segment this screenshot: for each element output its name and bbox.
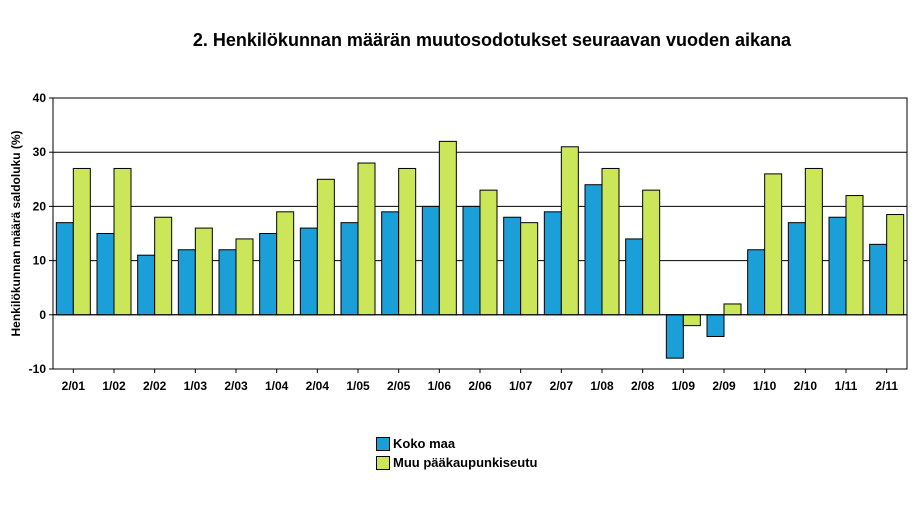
bar-muu-paakaupunkiseutu-2/04 [316, 178, 335, 316]
y-tick-labels: -10 0 10 20 30 40 [29, 91, 53, 376]
x-tick-label: 2/06 [468, 379, 492, 393]
bar-koko-maa-2/08 [625, 238, 644, 316]
bar-koko-maa-1/03 [177, 249, 196, 316]
bar-koko-maa-2/10 [787, 222, 806, 316]
bar-muu-paakaupunkiseutu-2/02 [154, 216, 173, 316]
y-tick-label: 40 [33, 91, 47, 105]
legend-item-koko-maa: Koko maa [376, 434, 537, 453]
bar-muu-paakaupunkiseutu-1/06 [438, 140, 457, 316]
bar-koko-maa-1/04 [259, 233, 278, 316]
y-tick-label: 20 [33, 199, 47, 213]
bar-koko-maa-2/07 [543, 211, 562, 316]
bar-koko-maa-1/08 [584, 184, 603, 316]
bar-muu-paakaupunkiseutu-1/10 [764, 173, 783, 316]
bar-muu-paakaupunkiseutu-2/06 [479, 189, 498, 316]
bar-koko-maa-1/06 [421, 205, 440, 316]
bar-koko-maa-1/11 [828, 216, 847, 316]
x-tick-label: 2/05 [387, 379, 411, 393]
bar-koko-maa-2/01 [55, 222, 74, 316]
y-tick-label: 10 [33, 254, 47, 268]
bar-muu-paakaupunkiseutu-1/02 [113, 167, 132, 316]
x-tick-label: 2/02 [143, 379, 167, 393]
x-tick-label: 2/04 [306, 379, 330, 393]
bar-koko-maa-1/05 [340, 222, 359, 316]
x-tick-label: 2/03 [224, 379, 248, 393]
bar-koko-maa-1/10 [747, 249, 766, 316]
x-tick-label: 1/08 [590, 379, 614, 393]
x-tick-label: 1/03 [184, 379, 208, 393]
legend-label-muu-paakaupunkiseutu: Muu pääkaupunkiseutu [393, 455, 538, 470]
bar-muu-paakaupunkiseutu-2/07 [560, 146, 579, 316]
bar-koko-maa-2/06 [462, 205, 481, 316]
bar-muu-paakaupunkiseutu-1/05 [357, 162, 376, 316]
bar-muu-paakaupunkiseutu-2/08 [642, 189, 661, 316]
bar-muu-paakaupunkiseutu-1/08 [601, 167, 620, 316]
x-tick-label: 1/04 [265, 379, 289, 393]
bar-koko-maa-2/09 [706, 314, 725, 337]
x-tick-label: 1/10 [753, 379, 777, 393]
x-tick-label: 1/06 [428, 379, 452, 393]
y-tick-label: 30 [33, 145, 47, 159]
bar-muu-paakaupunkiseutu-2/09 [723, 303, 742, 316]
bar-muu-paakaupunkiseutu-2/11 [886, 214, 905, 316]
x-tick-label: 1/11 [835, 379, 858, 393]
bar-koko-maa-2/05 [381, 211, 400, 316]
x-tick-labels: 2/01 1/02 2/02 1/03 2/03 1/04 2/04 1/05 2/05 1/06… [62, 369, 898, 393]
legend-swatch-muu-paakaupunkiseutu [376, 455, 390, 470]
legend-item-muu-paakaupunkiseutu: Muu pääkaupunkiseutu [376, 453, 537, 472]
bar-muu-paakaupunkiseutu-1/09 [682, 314, 701, 327]
bar-koko-maa-2/03 [218, 249, 237, 316]
x-tick-label: 2/01 [62, 379, 86, 393]
legend-swatch-koko-maa [376, 436, 390, 451]
bar-koko-maa-2/02 [137, 254, 156, 316]
bar-koko-maa-1/07 [503, 216, 522, 316]
x-tick-label: 2/08 [631, 379, 655, 393]
bars [55, 140, 905, 359]
bar-koko-maa-2/04 [299, 227, 318, 316]
x-tick-label: 1/05 [346, 379, 370, 393]
chart-title: 2. Henkilökunnan määrän muutosodotukset … [192, 30, 792, 50]
bar-muu-paakaupunkiseutu-1/03 [194, 227, 213, 316]
y-tick-label: -10 [29, 362, 47, 376]
legend: Koko maa Muu pääkaupunkiseutu [376, 434, 537, 472]
x-tick-label: 1/07 [509, 379, 533, 393]
x-tick-label: 2/10 [794, 379, 818, 393]
y-tick-label: 0 [39, 308, 46, 322]
x-tick-label: 2/07 [550, 379, 574, 393]
bar-muu-paakaupunkiseutu-1/04 [276, 211, 295, 316]
bar-muu-paakaupunkiseutu-1/07 [520, 222, 539, 316]
legend-label-koko-maa: Koko maa [393, 436, 456, 451]
bar-muu-paakaupunkiseutu-2/05 [398, 167, 417, 316]
x-tick-label: 1/09 [672, 379, 696, 393]
bar-koko-maa-1/02 [96, 233, 115, 316]
bar-koko-maa-1/09 [665, 314, 684, 359]
y-axis-label: Henkilökunnan määrä saldoluku (%) [9, 130, 23, 336]
x-tick-label: 2/09 [712, 379, 736, 393]
bar-muu-paakaupunkiseutu-2/01 [72, 167, 91, 316]
bar-koko-maa-2/11 [869, 243, 888, 316]
bar-muu-paakaupunkiseutu-2/10 [804, 167, 823, 316]
bar-muu-paakaupunkiseutu-1/11 [845, 195, 864, 316]
x-tick-label: 2/11 [875, 379, 898, 393]
x-tick-label: 1/02 [102, 379, 126, 393]
bar-muu-paakaupunkiseutu-2/03 [235, 238, 254, 316]
